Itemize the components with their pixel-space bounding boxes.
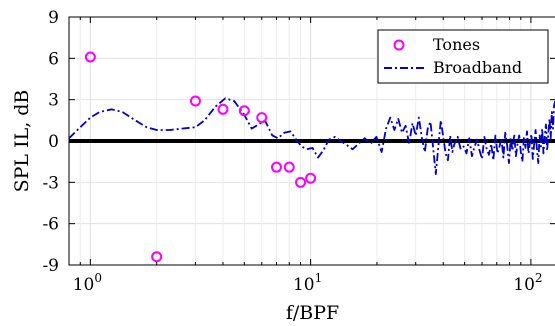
y-tick-label: 9 xyxy=(48,8,59,28)
tone-point xyxy=(238,105,250,117)
y-axis-title: SPL IL, dB xyxy=(11,90,33,193)
tone-point xyxy=(217,103,229,115)
y-tick-label: -3 xyxy=(42,173,59,193)
y-tick-label: -9 xyxy=(42,256,59,276)
tone-point xyxy=(305,172,317,184)
y-tick-label: 3 xyxy=(48,91,59,111)
tone-point xyxy=(283,161,295,173)
legend-broadband-label: Broadband xyxy=(433,58,522,77)
legend: Tones Broadband xyxy=(377,29,549,84)
tone-point xyxy=(256,112,268,124)
x-tick-label: 101 xyxy=(293,271,322,295)
y-tick-label: 6 xyxy=(48,49,59,69)
y-tick-label: -6 xyxy=(42,215,59,235)
tone-point xyxy=(189,95,201,107)
legend-tones-label: Tones xyxy=(433,35,480,54)
x-axis-title: f/BPF xyxy=(286,302,339,324)
tone-point xyxy=(271,161,283,173)
legend-box xyxy=(377,29,549,84)
x-tick-label: 102 xyxy=(513,271,542,295)
y-tick-label: 0 xyxy=(48,132,59,152)
x-tick-label: 100 xyxy=(73,271,102,295)
tone-point xyxy=(151,251,163,263)
axis-ticks xyxy=(68,16,555,266)
y-tick-labels: 9 6 3 0 -3 -6 -9 xyxy=(42,8,59,276)
broadband-series xyxy=(68,97,555,175)
x-tick-labels: 100 101 102 xyxy=(73,271,543,295)
legend-tones-marker xyxy=(393,39,405,51)
tone-point xyxy=(84,51,96,63)
tone-point xyxy=(295,176,307,188)
tones-series xyxy=(84,51,317,263)
broadband-line xyxy=(68,97,555,175)
